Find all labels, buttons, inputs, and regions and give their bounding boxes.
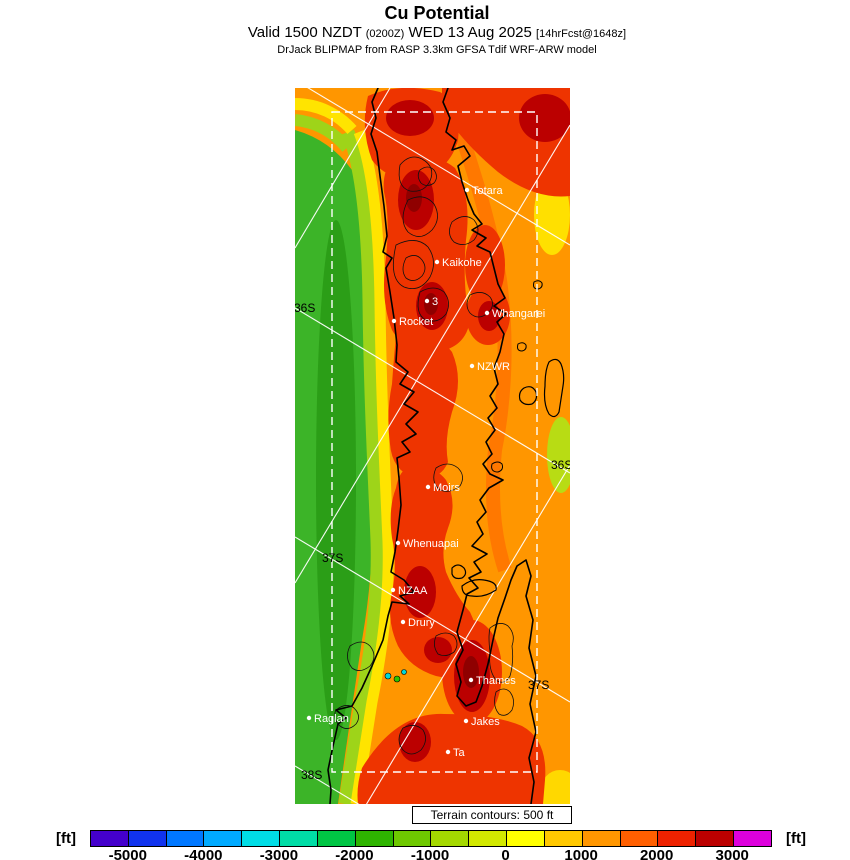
site-dot: [391, 318, 397, 324]
colorbar: [90, 830, 772, 847]
colorbar-cell: [166, 831, 205, 846]
site-label: 3: [432, 296, 438, 308]
site-dot: [434, 259, 440, 265]
colorbar-tick-label: -1000: [410, 847, 450, 860]
grid-label: 36S: [294, 301, 315, 315]
model-line: DrJack BLIPMAP from RASP 3.3km GFSA Tdif…: [277, 44, 597, 56]
site-dot: [484, 310, 490, 316]
grid-label: 35S: [572, 238, 593, 252]
site-label: Drury: [408, 617, 435, 629]
grid-labels: 173E 35S 36S 36S 37S 37S 38S: [294, 75, 593, 782]
site-label: Raglan: [314, 713, 349, 725]
valid-date: WED 13 Aug 2025: [404, 24, 537, 41]
grid-label: 37S: [528, 678, 549, 692]
colorbar-cell: [658, 831, 697, 846]
site-dot: [463, 718, 469, 724]
site-label: NZAA: [398, 585, 428, 597]
colorbar-cell: [128, 831, 167, 846]
valid-fcst: [14hrFcst@1648z]: [536, 28, 627, 40]
colorbar-tick-label: 3000: [715, 847, 749, 860]
site-label: Whenuapai: [403, 538, 459, 550]
colorbar-tick-label: 0: [501, 847, 510, 860]
colorbar-cell: [91, 831, 129, 846]
colorbar-cell: [280, 831, 318, 846]
colorbar-cell: [317, 831, 356, 846]
potential-field: [295, 88, 570, 804]
colorbar-cell: [507, 831, 545, 846]
site-dot: [469, 363, 475, 369]
site-dot: [464, 187, 470, 193]
colorbar-tick-label: -4000: [184, 847, 223, 860]
site-label: Kaikohe: [442, 257, 482, 269]
site-label: Totara: [472, 185, 503, 197]
colorbar-cell: [204, 831, 243, 846]
colorbar-cell: [620, 831, 659, 846]
site-dot: [445, 749, 451, 755]
colorbar-cell: [355, 831, 394, 846]
terrain-note-box: Terrain contours: 500 ft: [412, 806, 572, 824]
site-dot: [395, 540, 401, 546]
site-dot: [390, 587, 396, 593]
site-label: Ta: [453, 747, 466, 759]
site-dot: [306, 715, 312, 721]
colorbar-cell: [393, 831, 432, 846]
site-label: Thames: [476, 675, 516, 687]
colorbar-tick-label: -5000: [108, 847, 147, 860]
domain-boundary-box: [331, 111, 538, 773]
colorbar-cell: [431, 831, 470, 846]
valid-prefix: Valid 1500 NZDT: [247, 24, 366, 41]
colorbar-cell: [734, 831, 771, 846]
grid-label: 38S: [301, 768, 322, 782]
colorbar-cell: [582, 831, 621, 846]
valid-time-line: Valid 1500 NZDT (0200Z) WED 13 Aug 2025 …: [12, 24, 850, 41]
colorbar-tick-label: 2000: [639, 847, 674, 860]
site-label: Moirs: [433, 482, 460, 494]
colorbar-cell: [242, 831, 281, 846]
colorbar-unit-left: [ft]: [56, 830, 76, 847]
site-label: Jakes: [471, 716, 500, 728]
colorbar-unit-right: [ft]: [786, 830, 806, 847]
colorbar-tick-label: 1000: [564, 847, 598, 860]
grid-label: 173E: [376, 75, 404, 89]
graticule: [295, 88, 570, 804]
coastline: [327, 88, 565, 804]
site-dot: [425, 484, 431, 490]
colorbar-tick-label: -2000: [335, 847, 374, 860]
site-label: Whangarei: [492, 308, 545, 320]
page-title: Cu Potential: [384, 3, 490, 23]
colorbar-cell: [696, 831, 735, 846]
site-label: Rocket: [399, 316, 433, 328]
site-dot: [468, 677, 474, 683]
colorbar-tick-label: -3000: [259, 847, 299, 860]
site-dot: [424, 298, 430, 304]
grid-label: 37S: [322, 551, 343, 565]
valid-zulu: (0200Z): [365, 28, 405, 40]
colorbar-ticks: -5000 -4000 -3000 -2000 -1000 0 1000 2000 3000: [90, 847, 770, 860]
site-markers: Totara Kaikohe 3 Rocket Whangarei NZWR Moirs Wh…: [306, 185, 545, 759]
colorbar-cell: [544, 831, 583, 846]
site-dot: [400, 619, 406, 625]
colorbar-cell: [469, 831, 508, 846]
site-label: NZWR: [477, 361, 510, 373]
grid-label: 36S: [551, 458, 572, 472]
